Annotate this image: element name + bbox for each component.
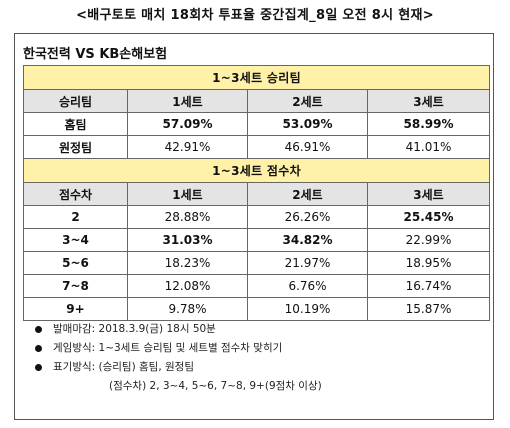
percentage-cell: 22.99% — [366, 228, 491, 252]
table-row: 3~4 31.03% 34.82% 22.99% — [23, 228, 491, 252]
note-continuation: (점수차) 2, 3~4, 5~6, 7~8, 9+(9점차 이상) — [109, 380, 322, 392]
bullet-icon — [35, 364, 42, 371]
match-title: 한국전력 VS KB손해보험 — [23, 47, 168, 62]
percentage-cell: 18.95% — [366, 251, 491, 275]
column-header: 1세트 — [127, 182, 248, 206]
page-title: <배구토토 매치 18회차 투표율 중간집계_8일 오전 8시 현재> — [76, 8, 434, 23]
bullet-icon — [35, 345, 42, 352]
percentage-cell: 15.87% — [366, 297, 491, 321]
table-row: 홈팀 57.09% 53.09% 58.99% — [23, 112, 491, 136]
column-header: 승리팀 — [23, 89, 128, 113]
header-row: 승리팀 1세트 2세트 3세트 — [23, 89, 491, 113]
notes-list: 발매마감: 2018.3.9(금) 18시 50분 게임방식: 1~3세트 승리… — [35, 320, 485, 396]
percentage-cell: 16.74% — [366, 274, 491, 298]
row-label: 7~8 — [23, 274, 128, 298]
percentage-cell: 31.03% — [127, 228, 248, 252]
percentage-cell: 46.91% — [247, 135, 368, 159]
column-header: 점수차 — [23, 182, 128, 206]
row-label: 원정팀 — [23, 135, 128, 159]
note-text: 표기방식: (승리팀) 홈팀, 원정팀 — [53, 361, 195, 373]
column-header: 2세트 — [247, 89, 368, 113]
percentage-cell: 18.23% — [127, 251, 248, 275]
table-row: 7~8 12.08% 6.76% 16.74% — [23, 274, 491, 298]
percentage-cell: 41.01% — [366, 135, 491, 159]
section-title-row: 1~3세트 승리팀 — [22, 65, 491, 90]
percentage-cell: 34.82% — [247, 228, 368, 252]
note-text: 게임방식: 1~3세트 승리팀 및 세트별 점수차 맞히기 — [53, 342, 283, 354]
percentage-cell: 9.78% — [127, 297, 248, 321]
note-item: 표기방식: (승리팀) 홈팀, 원정팀 — [35, 358, 485, 377]
percentage-cell: 25.45% — [366, 205, 491, 229]
table-row: 원정팀 42.91% 46.91% 41.01% — [23, 135, 491, 159]
column-header: 3세트 — [366, 182, 491, 206]
percentage-cell: 12.08% — [127, 274, 248, 298]
section-title: 1~3세트 승리팀 — [22, 65, 491, 90]
section-title: 1~3세트 점수차 — [22, 158, 491, 183]
column-header: 1세트 — [127, 89, 248, 113]
results-panel: 한국전력 VS KB손해보험 1~3세트 승리팀 승리팀 1세트 2세트 3세트 홈팀 57… — [14, 33, 494, 420]
row-label: 9+ — [23, 297, 128, 321]
row-label: 3~4 — [23, 228, 128, 252]
percentage-cell: 6.76% — [247, 274, 368, 298]
percentage-cell: 26.26% — [247, 205, 368, 229]
percentage-cell: 10.19% — [247, 297, 368, 321]
row-label: 5~6 — [23, 251, 128, 275]
table-row: 5~6 18.23% 21.97% 18.95% — [23, 251, 491, 275]
row-label: 2 — [23, 205, 128, 229]
note-item: 발매마감: 2018.3.9(금) 18시 50분 — [35, 320, 485, 339]
percentage-cell: 21.97% — [247, 251, 368, 275]
note-text: 발매마감: 2018.3.9(금) 18시 50분 — [53, 323, 216, 335]
table-row: 9+ 9.78% 10.19% 15.87% — [23, 297, 491, 321]
column-header: 2세트 — [247, 182, 368, 206]
table-row: 2 28.88% 26.26% 25.45% — [23, 205, 491, 229]
header-row: 점수차 1세트 2세트 3세트 — [23, 182, 491, 206]
section-title-row: 1~3세트 점수차 — [22, 158, 491, 183]
percentage-cell: 57.09% — [127, 112, 248, 136]
bullet-icon — [35, 326, 42, 333]
column-header: 3세트 — [366, 89, 491, 113]
row-label: 홈팀 — [23, 112, 128, 136]
vote-table: 1~3세트 승리팀 승리팀 1세트 2세트 3세트 홈팀 57.09% 53.09% 58.99… — [22, 65, 491, 321]
percentage-cell: 53.09% — [247, 112, 368, 136]
percentage-cell: 28.88% — [127, 205, 248, 229]
percentage-cell: 42.91% — [127, 135, 248, 159]
note-item: 게임방식: 1~3세트 승리팀 및 세트별 점수차 맞히기 — [35, 339, 485, 358]
percentage-cell: 58.99% — [366, 112, 491, 136]
